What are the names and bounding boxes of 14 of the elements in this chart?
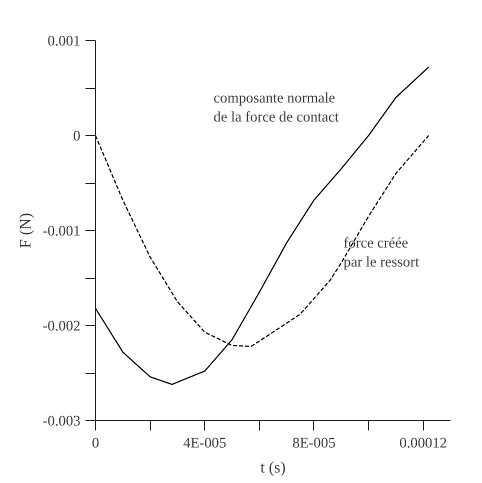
x-axis-title: t (s) <box>260 460 286 476</box>
y-tick-label: -0.003 <box>42 414 80 430</box>
y-tick-label: -0.001 <box>42 224 80 240</box>
x-tick-label: 4E-005 <box>183 436 226 452</box>
y-axis-title: F (N) <box>18 212 35 248</box>
x-tick-label: 0 <box>92 436 100 452</box>
x-tick-label: 0.00012 <box>399 436 448 452</box>
annotation: composante normale de la force de contact <box>214 90 339 126</box>
y-tick-label: -0.002 <box>42 318 80 334</box>
annotation: force créée par le ressort <box>344 236 420 271</box>
line-series <box>96 66 430 385</box>
y-tick-label: 0 <box>73 128 80 144</box>
x-tick-label: 8E-005 <box>292 436 336 452</box>
y-tick-label: 0.001 <box>48 34 81 50</box>
